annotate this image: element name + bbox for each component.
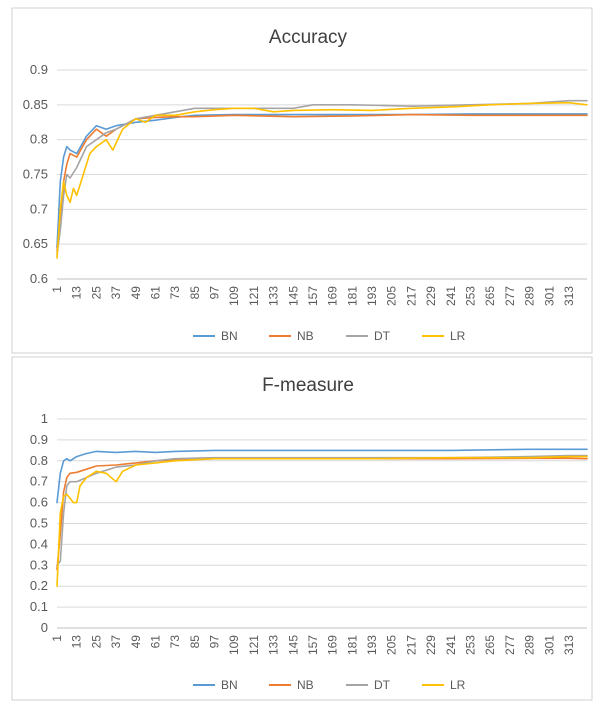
- accuracy-x-tick-label: 241: [444, 286, 458, 306]
- accuracy-x-tick-label: 253: [463, 286, 477, 306]
- fmeasure-x-tick-label: 205: [385, 635, 399, 655]
- fmeasure-legend-label-lr: LR: [450, 678, 466, 692]
- fmeasure-y-tick-label: 0: [41, 620, 48, 635]
- accuracy-x-tick-label: 265: [483, 286, 497, 306]
- accuracy-x-tick-label: 181: [345, 286, 359, 306]
- fmeasure-x-tick-label: 1: [50, 635, 64, 642]
- fmeasure-y-tick-label: 0.5: [30, 516, 48, 531]
- accuracy-legend-label-bn: BN: [221, 329, 238, 343]
- accuracy-x-tick-label: 13: [70, 286, 84, 300]
- accuracy-chart: 0.6 0.65 0.7 0.75 0.8 0.85 0.9 1 13 25 37 49 61 73 85 9…: [23, 62, 588, 343]
- fmeasure-x-tick-label: 169: [326, 635, 340, 655]
- accuracy-x-tick-label: 313: [562, 286, 576, 306]
- fmeasure-x-tick-label: 61: [148, 635, 162, 649]
- accuracy-x-tick-label: 1: [50, 286, 64, 293]
- accuracy-x-tick-label: 85: [188, 286, 202, 300]
- fmeasure-legend-label-dt: DT: [374, 678, 391, 692]
- fmeasure-x-tick-label: 85: [188, 635, 202, 649]
- accuracy-x-tick-label: 49: [129, 286, 143, 300]
- fmeasure-series-nb-line: [56, 457, 588, 571]
- fmeasure-x-tick-label: 145: [286, 635, 300, 655]
- fmeasure-chart: 0 0.1 0.2 0.3 0.4 0.5 0.6 0.7 0.8 0.9 1 1 13 25 37 49 61…: [30, 411, 588, 692]
- accuracy-x-tick-label: 301: [542, 286, 556, 306]
- fmeasure-series-bn-line: [56, 448, 588, 504]
- fmeasure-x-tick-label: 49: [129, 635, 143, 649]
- fmeasure-x-tick-label: 313: [562, 635, 576, 655]
- accuracy-x-tick-label: 229: [424, 286, 438, 306]
- fmeasure-y-tick-label: 0.7: [30, 474, 48, 489]
- accuracy-series-nb-line: [56, 113, 588, 252]
- accuracy-y-tick-label: 0.85: [23, 97, 48, 112]
- fmeasure-x-tick-label: 301: [542, 635, 556, 655]
- accuracy-x-tick-label: 73: [168, 286, 182, 300]
- fmeasure-x-tick-label: 265: [483, 635, 497, 655]
- fmeasure-y-tick-label: 0.9: [30, 432, 48, 447]
- fmeasure-x-tick-label: 181: [345, 635, 359, 655]
- accuracy-x-tick-label: 145: [286, 286, 300, 306]
- accuracy-x-tick-label: 205: [385, 286, 399, 306]
- accuracy-y-tick-label: 0.9: [30, 62, 48, 77]
- accuracy-y-tick-label: 0.6: [30, 271, 48, 286]
- fmeasure-x-tick-label: 193: [365, 635, 379, 655]
- accuracy-chart-title: Accuracy: [269, 27, 348, 48]
- fmeasure-x-tick-label: 133: [267, 635, 281, 655]
- fmeasure-x-tick-label: 157: [306, 635, 320, 655]
- fmeasure-x-tick-label: 217: [404, 635, 418, 655]
- fmeasure-x-tick-label: 241: [444, 635, 458, 655]
- fmeasure-y-tick-label: 0.3: [30, 557, 48, 572]
- fmeasure-y-tick-label: 1: [41, 411, 48, 426]
- accuracy-y-tick-label: 0.7: [30, 201, 48, 216]
- accuracy-x-tick-label: 61: [148, 286, 162, 300]
- fmeasure-x-tick-label: 13: [70, 635, 84, 649]
- accuracy-chart-frame: [11, 7, 593, 354]
- fmeasure-y-tick-label: 0.4: [30, 536, 48, 551]
- accuracy-x-tick-label: 217: [404, 286, 418, 306]
- fmeasure-y-tick-label: 0.2: [30, 578, 48, 593]
- fmeasure-y-tick-label: 0.6: [30, 495, 48, 510]
- accuracy-x-tick-label: 289: [523, 286, 537, 306]
- accuracy-x-tick-label: 193: [365, 286, 379, 306]
- accuracy-x-tick-label: 37: [109, 286, 123, 300]
- fmeasure-y-tick-label: 0.1: [30, 599, 48, 614]
- fmeasure-x-tick-label: 229: [424, 635, 438, 655]
- fmeasure-x-tick-label: 277: [503, 635, 517, 655]
- fmeasure-x-tick-label: 73: [168, 635, 182, 649]
- fmeasure-x-tick-label: 109: [227, 635, 241, 655]
- fmeasure-legend-label-nb: NB: [297, 678, 314, 692]
- accuracy-series-lr-line: [56, 101, 588, 259]
- accuracy-x-tick-label: 121: [247, 286, 261, 306]
- accuracy-x-tick-label: 109: [227, 286, 241, 306]
- accuracy-y-tick-label: 0.75: [23, 167, 48, 182]
- fmeasure-chart-title: F-measure: [262, 375, 354, 396]
- fmeasure-series-lr-line: [56, 455, 588, 588]
- fmeasure-chart-frame: [11, 356, 593, 701]
- fmeasure-x-tick-label: 97: [208, 635, 222, 649]
- accuracy-x-tick-label: 25: [89, 286, 103, 300]
- accuracy-x-tick-label: 133: [267, 286, 281, 306]
- fmeasure-x-tick-label: 253: [463, 635, 477, 655]
- accuracy-legend-label-dt: DT: [374, 329, 391, 343]
- accuracy-legend-label-lr: LR: [450, 329, 466, 343]
- accuracy-x-tick-label: 277: [503, 286, 517, 306]
- fmeasure-y-tick-label: 0.8: [30, 453, 48, 468]
- fmeasure-x-tick-label: 121: [247, 635, 261, 655]
- accuracy-x-tick-label: 169: [326, 286, 340, 306]
- accuracy-x-tick-label: 157: [306, 286, 320, 306]
- fmeasure-legend-label-bn: BN: [221, 678, 238, 692]
- fmeasure-x-tick-label: 25: [89, 635, 103, 649]
- fmeasure-x-tick-label: 289: [523, 635, 537, 655]
- accuracy-legend-label-nb: NB: [297, 329, 314, 343]
- accuracy-x-tick-label: 97: [208, 286, 222, 300]
- accuracy-y-tick-label: 0.8: [30, 132, 48, 147]
- accuracy-y-tick-label: 0.65: [23, 236, 48, 251]
- fmeasure-x-tick-label: 37: [109, 635, 123, 649]
